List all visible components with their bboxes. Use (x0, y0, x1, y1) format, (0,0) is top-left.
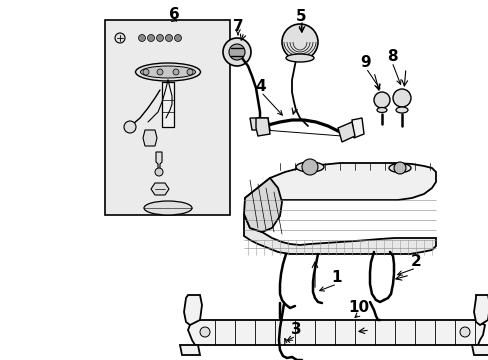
Circle shape (228, 44, 244, 60)
Circle shape (223, 38, 250, 66)
Circle shape (155, 168, 163, 176)
Polygon shape (244, 163, 435, 200)
Polygon shape (473, 295, 488, 325)
Ellipse shape (376, 108, 386, 113)
Ellipse shape (135, 63, 200, 81)
Circle shape (302, 159, 317, 175)
Circle shape (124, 121, 136, 133)
Polygon shape (244, 178, 282, 232)
Text: 2: 2 (410, 255, 421, 270)
Text: 10: 10 (348, 301, 369, 315)
Ellipse shape (140, 66, 195, 78)
Circle shape (138, 35, 145, 41)
Polygon shape (151, 183, 169, 195)
Ellipse shape (295, 162, 324, 172)
Text: 6: 6 (168, 6, 179, 22)
Circle shape (156, 35, 163, 41)
Text: 4: 4 (255, 78, 266, 94)
Circle shape (174, 35, 181, 41)
Text: 3: 3 (290, 323, 301, 338)
Text: 8: 8 (386, 49, 397, 63)
Text: 9: 9 (360, 54, 370, 69)
Polygon shape (337, 122, 354, 142)
Circle shape (165, 35, 172, 41)
Circle shape (142, 69, 149, 75)
Circle shape (173, 69, 179, 75)
Bar (105, 20, 229, 215)
Ellipse shape (388, 163, 410, 172)
Text: 5: 5 (295, 9, 305, 23)
Ellipse shape (143, 201, 192, 215)
Ellipse shape (395, 107, 407, 113)
Circle shape (147, 35, 154, 41)
Polygon shape (187, 320, 484, 345)
Polygon shape (156, 152, 162, 170)
Circle shape (282, 24, 317, 60)
Circle shape (157, 69, 163, 75)
Polygon shape (142, 130, 157, 146)
Polygon shape (351, 118, 363, 138)
Circle shape (115, 33, 125, 43)
Text: 1: 1 (331, 270, 342, 285)
Polygon shape (471, 345, 488, 355)
Circle shape (393, 162, 405, 174)
Circle shape (373, 92, 389, 108)
Ellipse shape (285, 54, 313, 62)
Polygon shape (249, 118, 269, 130)
Circle shape (200, 327, 209, 337)
Polygon shape (244, 214, 435, 254)
Text: 7: 7 (232, 18, 243, 33)
Circle shape (459, 327, 469, 337)
Bar (162, 82, 174, 127)
Circle shape (392, 89, 410, 107)
Circle shape (186, 69, 193, 75)
Polygon shape (183, 295, 202, 325)
Polygon shape (180, 345, 200, 355)
Polygon shape (256, 118, 269, 136)
